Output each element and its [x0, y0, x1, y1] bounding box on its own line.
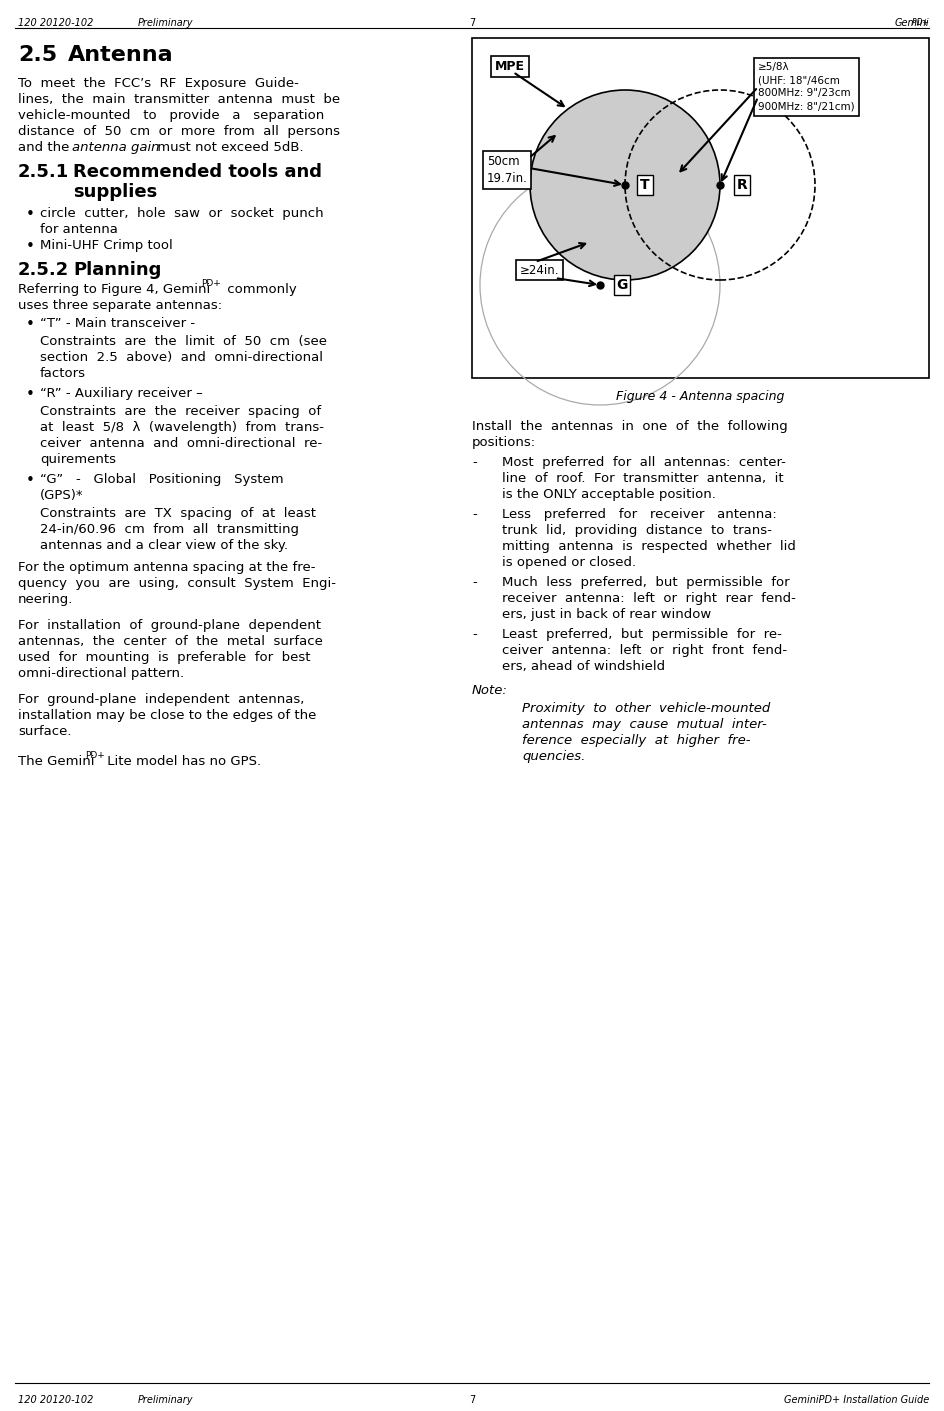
Text: 120 20120-102: 120 20120-102	[18, 18, 93, 28]
Text: Antenna: Antenna	[68, 45, 174, 65]
Text: Install  the  antennas  in  one  of  the  following: Install the antennas in one of the follo…	[472, 420, 787, 433]
Text: -: -	[472, 576, 477, 588]
Text: mitting  antenna  is  respected  whether  lid: mitting antenna is respected whether lid	[502, 540, 796, 553]
Text: “R” - Auxiliary receiver –: “R” - Auxiliary receiver –	[40, 387, 203, 399]
Text: Referring to Figure 4, Gemini: Referring to Figure 4, Gemini	[18, 284, 211, 296]
Text: lines,  the  main  transmitter  antenna  must  be: lines, the main transmitter antenna must…	[18, 93, 340, 106]
Text: line  of  roof.  For  transmitter  antenna,  it: line of roof. For transmitter antenna, i…	[502, 473, 784, 485]
Text: 2.5.2: 2.5.2	[18, 261, 69, 279]
Text: circle  cutter,  hole  saw  or  socket  punch: circle cutter, hole saw or socket punch	[40, 207, 324, 220]
Text: installation may be close to the edges of the: installation may be close to the edges o…	[18, 708, 316, 722]
Text: uses three separate antennas:: uses three separate antennas:	[18, 299, 222, 312]
Text: -: -	[472, 628, 477, 641]
Text: neering.: neering.	[18, 593, 74, 605]
Text: must not exceed 5dB.: must not exceed 5dB.	[153, 141, 304, 154]
Text: quencies.: quencies.	[522, 751, 585, 763]
Text: positions:: positions:	[472, 436, 536, 449]
Text: Constraints  are  TX  spacing  of  at  least: Constraints are TX spacing of at least	[40, 507, 316, 521]
Text: GeminiPD+ Installation Guide: GeminiPD+ Installation Guide	[784, 1395, 929, 1405]
Text: surface.: surface.	[18, 725, 72, 738]
Text: To  meet  the  FCC’s  RF  Exposure  Guide-: To meet the FCC’s RF Exposure Guide-	[18, 78, 299, 90]
FancyBboxPatch shape	[472, 38, 929, 378]
Text: ference  especially  at  higher  fre-: ference especially at higher fre-	[522, 734, 750, 746]
Text: section  2.5  above)  and  omni-directional: section 2.5 above) and omni-directional	[40, 351, 323, 364]
Text: PD+: PD+	[85, 751, 105, 761]
Text: supplies: supplies	[73, 183, 158, 200]
Text: Preliminary: Preliminary	[138, 1395, 194, 1405]
Text: omni-directional pattern.: omni-directional pattern.	[18, 667, 184, 680]
Text: Much  less  preferred,  but  permissible  for: Much less preferred, but permissible for	[502, 576, 789, 588]
Text: For  ground-plane  independent  antennas,: For ground-plane independent antennas,	[18, 693, 304, 706]
Text: quency  you  are  using,  consult  System  Engi-: quency you are using, consult System Eng…	[18, 577, 336, 590]
Text: is opened or closed.: is opened or closed.	[502, 556, 636, 569]
Text: Less   preferred   for   receiver   antenna:: Less preferred for receiver antenna:	[502, 508, 777, 521]
Text: •: •	[26, 473, 35, 488]
Text: Constraints  are  the  receiver  spacing  of: Constraints are the receiver spacing of	[40, 405, 321, 418]
Text: ceiver  antenna:  left  or  right  front  fend-: ceiver antenna: left or right front fend…	[502, 643, 787, 658]
Text: Least  preferred,  but  permissible  for  re-: Least preferred, but permissible for re-	[502, 628, 782, 641]
Text: •: •	[26, 317, 35, 332]
Text: Constraints  are  the  limit  of  50  cm  (see: Constraints are the limit of 50 cm (see	[40, 334, 327, 349]
Text: Preliminary: Preliminary	[138, 18, 194, 28]
Text: 120 20120-102: 120 20120-102	[18, 1395, 93, 1405]
Text: 2.5.1: 2.5.1	[18, 164, 69, 181]
Text: Proximity  to  other  vehicle-mounted: Proximity to other vehicle-mounted	[522, 703, 770, 715]
Text: R: R	[736, 178, 748, 192]
Text: Planning: Planning	[73, 261, 161, 279]
Text: used  for  mounting  is  preferable  for  best: used for mounting is preferable for best	[18, 650, 311, 665]
Text: ers, ahead of windshield: ers, ahead of windshield	[502, 660, 666, 673]
Text: The Gemini: The Gemini	[18, 755, 94, 768]
Text: antennas and a clear view of the sky.: antennas and a clear view of the sky.	[40, 539, 288, 552]
Text: ≥24in.: ≥24in.	[520, 264, 560, 277]
Text: ers, just in back of rear window: ers, just in back of rear window	[502, 608, 711, 621]
Text: (GPS)*: (GPS)*	[40, 490, 84, 502]
Text: 24-in/60.96  cm  from  all  transmitting: 24-in/60.96 cm from all transmitting	[40, 523, 299, 536]
Text: PD+: PD+	[893, 18, 929, 27]
Text: antennas  may  cause  mutual  inter-: antennas may cause mutual inter-	[522, 718, 767, 731]
Text: -: -	[472, 508, 477, 521]
Text: •: •	[26, 207, 35, 222]
Text: “G”   -   Global   Positioning   System: “G” - Global Positioning System	[40, 473, 283, 485]
Text: antennas,  the  center  of  the  metal  surface: antennas, the center of the metal surfac…	[18, 635, 323, 648]
Text: •: •	[26, 238, 35, 254]
Text: MPE: MPE	[495, 61, 525, 73]
Text: antenna gain: antenna gain	[72, 141, 160, 154]
Text: trunk  lid,  providing  distance  to  trans-: trunk lid, providing distance to trans-	[502, 523, 772, 538]
Text: ≥5/8λ
(UHF: 18"/46cm
800MHz: 9"/23cm
900MHz: 8"/21cm): ≥5/8λ (UHF: 18"/46cm 800MHz: 9"/23cm 900…	[758, 62, 854, 111]
Text: commonly: commonly	[223, 284, 296, 296]
Text: Lite model has no GPS.: Lite model has no GPS.	[103, 755, 261, 768]
Text: and the: and the	[18, 141, 74, 154]
Text: T: T	[640, 178, 649, 192]
Text: distance  of  50  cm  or  more  from  all  persons: distance of 50 cm or more from all perso…	[18, 126, 340, 138]
Text: Recommended tools and: Recommended tools and	[73, 164, 322, 181]
Text: at  least  5/8  λ  (wavelength)  from  trans-: at least 5/8 λ (wavelength) from trans-	[40, 420, 324, 435]
Text: 7: 7	[469, 18, 475, 28]
Circle shape	[530, 90, 720, 279]
Text: Most  preferred  for  all  antennas:  center-: Most preferred for all antennas: center-	[502, 456, 785, 468]
Text: receiver  antenna:  left  or  right  rear  fend-: receiver antenna: left or right rear fen…	[502, 593, 796, 605]
Text: For  installation  of  ground-plane  dependent: For installation of ground-plane depende…	[18, 619, 321, 632]
Text: Gemini: Gemini	[894, 18, 929, 28]
Text: ceiver  antenna  and  omni-directional  re-: ceiver antenna and omni-directional re-	[40, 437, 322, 450]
Text: Figure 4 - Antenna spacing: Figure 4 - Antenna spacing	[616, 389, 784, 404]
Text: For the optimum antenna spacing at the fre-: For the optimum antenna spacing at the f…	[18, 562, 315, 574]
Text: quirements: quirements	[40, 453, 116, 466]
Text: factors: factors	[40, 367, 86, 380]
Text: 2.5: 2.5	[18, 45, 58, 65]
Text: Note:: Note:	[472, 684, 508, 697]
Text: vehicle-mounted   to   provide   a   separation: vehicle-mounted to provide a separation	[18, 109, 324, 121]
Text: Mini-UHF Crimp tool: Mini-UHF Crimp tool	[40, 238, 173, 253]
Text: PD+: PD+	[201, 279, 221, 288]
Text: -: -	[472, 456, 477, 468]
Text: 50cm
19.7in.: 50cm 19.7in.	[487, 155, 528, 185]
Text: “T” - Main transceiver -: “T” - Main transceiver -	[40, 317, 195, 330]
Text: for antenna: for antenna	[40, 223, 118, 236]
Text: 7: 7	[469, 1395, 475, 1405]
Text: is the ONLY acceptable position.: is the ONLY acceptable position.	[502, 488, 716, 501]
Text: G: G	[616, 278, 628, 292]
Text: •: •	[26, 387, 35, 402]
